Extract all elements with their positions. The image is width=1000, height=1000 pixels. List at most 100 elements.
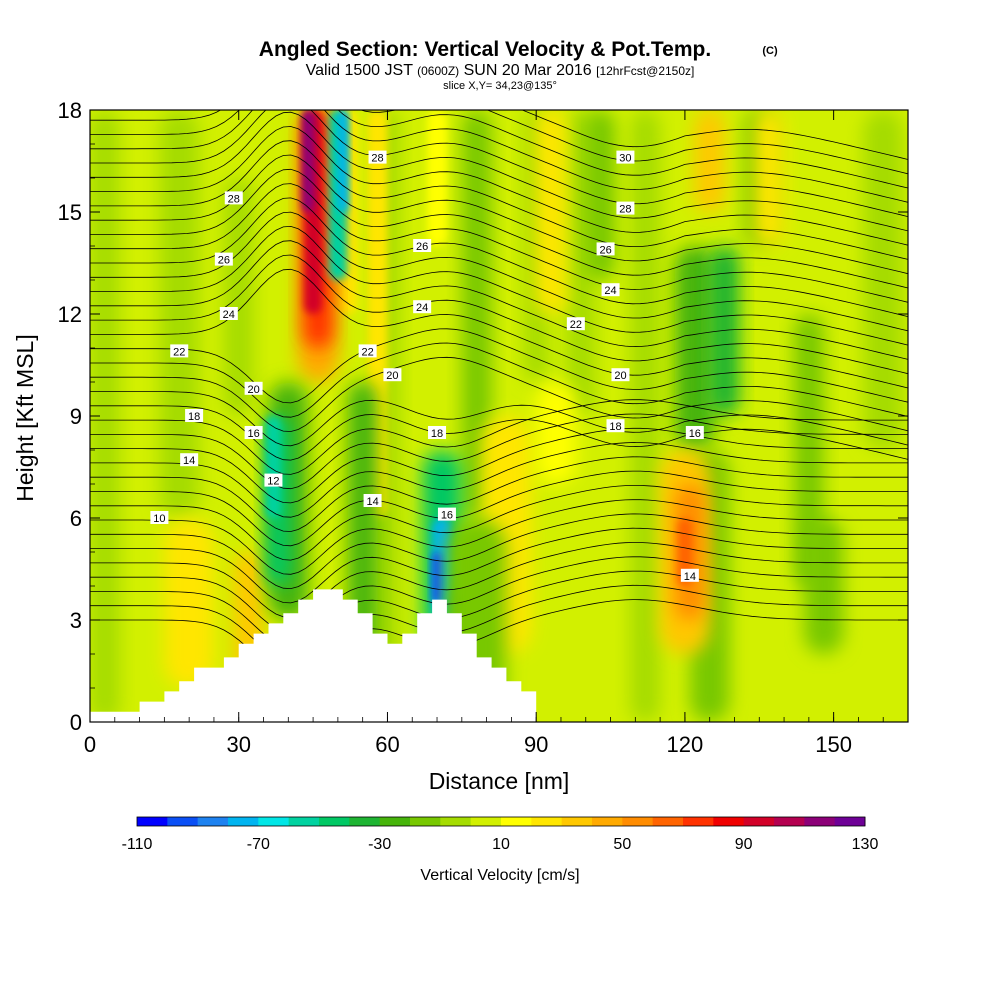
theta-contour bbox=[90, 328, 908, 404]
colorbar-swatch bbox=[652, 817, 684, 826]
theta-label: 22 bbox=[566, 317, 585, 331]
theta-contour bbox=[90, 111, 908, 232]
theta-contour bbox=[90, 570, 908, 647]
theta-label: 24 bbox=[413, 300, 432, 314]
colorbar-frame bbox=[136, 816, 866, 827]
theta-labels: 10 12 14 14 14 16 16 16 18 18 18 20 20 20 22 22 22 24 24 24… bbox=[150, 150, 704, 583]
theta-label: 22 bbox=[170, 344, 189, 358]
colorbar-tick-label: -110 bbox=[122, 836, 153, 853]
subtitle-fcst: [12hrFcst@2150z] bbox=[596, 64, 694, 78]
velocity-cell bbox=[536, 382, 576, 484]
colorbar-swatch bbox=[288, 817, 320, 826]
colorbar-swatch bbox=[622, 817, 654, 826]
velocity-cell bbox=[265, 416, 281, 518]
theta-label-bg bbox=[685, 426, 704, 439]
theta-label-text: 18 bbox=[188, 411, 200, 423]
theta-label: 10 bbox=[150, 511, 169, 525]
colorbar-swatch bbox=[531, 817, 563, 826]
theta-label: 30 bbox=[616, 150, 635, 165]
theta-label-text: 14 bbox=[684, 571, 696, 583]
theta-contour bbox=[90, 391, 908, 447]
colorbar-tick-label: -30 bbox=[368, 836, 391, 853]
colorbar-swatch bbox=[410, 817, 441, 826]
y-tick-label: 6 bbox=[70, 506, 82, 531]
theta-label: 26 bbox=[214, 252, 233, 267]
colorbar-swatch bbox=[349, 817, 381, 826]
theta-label-text: 20 bbox=[386, 370, 398, 382]
theta-contour bbox=[90, 405, 908, 461]
theta-label: 16 bbox=[685, 426, 704, 440]
theta-label: 14 bbox=[180, 453, 199, 467]
velocity-cell bbox=[803, 518, 844, 654]
theta-contour bbox=[90, 154, 908, 275]
theta-label-bg bbox=[680, 568, 699, 582]
theta-contour bbox=[90, 110, 908, 189]
colorbar-swatch bbox=[258, 817, 290, 826]
theta-label-bg bbox=[224, 191, 243, 205]
theta-label: 18 bbox=[185, 409, 204, 423]
title-mark: (C) bbox=[762, 45, 778, 57]
theta-contour bbox=[90, 268, 908, 389]
theta-contour bbox=[90, 485, 908, 561]
theta-contour bbox=[90, 356, 908, 432]
colorbar-swatch bbox=[834, 817, 866, 826]
colorbar-swatch bbox=[470, 817, 502, 826]
theta-label-bg bbox=[219, 307, 238, 320]
theta-contour bbox=[90, 168, 908, 289]
velocity-cell bbox=[863, 110, 904, 450]
velocity-cell bbox=[536, 110, 566, 314]
theta-label: 16 bbox=[437, 507, 456, 522]
subtitle-zulu: (0600Z) bbox=[417, 64, 459, 78]
theta-contour bbox=[90, 110, 908, 203]
colorbar: -110 -70 -30 10 50 90 130 bbox=[122, 816, 878, 853]
theta-label: 28 bbox=[224, 191, 243, 205]
theta-label: 28 bbox=[368, 150, 387, 165]
theta-contour bbox=[90, 413, 908, 490]
velocity-cell bbox=[630, 110, 661, 722]
velocity-cell bbox=[674, 246, 715, 450]
theta-contour bbox=[90, 599, 908, 675]
theta-label-text: 12 bbox=[267, 476, 279, 488]
colorbar-swatch bbox=[774, 817, 805, 826]
theta-label-text: 18 bbox=[609, 421, 621, 433]
theta-label: 24 bbox=[219, 307, 238, 321]
theta-label: 14 bbox=[680, 568, 699, 583]
theta-label-bg bbox=[264, 473, 283, 487]
colorbar-swatch bbox=[228, 817, 259, 826]
colorbar-tick-label: 10 bbox=[492, 836, 510, 853]
theta-label-text: 16 bbox=[441, 510, 453, 522]
theta-contours bbox=[90, 110, 908, 675]
theta-contour bbox=[90, 254, 908, 375]
theta-label: 12 bbox=[264, 473, 283, 488]
y-tick-label: 18 bbox=[58, 98, 82, 123]
x-tick-label: 30 bbox=[226, 732, 250, 757]
chart-subtitle: Valid 1500 JST (0600Z) SUN 20 Mar 2016 [… bbox=[306, 62, 695, 79]
theta-label-bg bbox=[185, 409, 204, 422]
theta-label-text: 24 bbox=[416, 302, 428, 314]
theta-contour bbox=[521, 110, 908, 160]
theta-label-bg bbox=[368, 150, 387, 164]
theta-label-text: 22 bbox=[570, 319, 582, 331]
theta-label-bg bbox=[596, 242, 615, 256]
theta-contour bbox=[90, 427, 908, 504]
theta-contour bbox=[90, 110, 908, 175]
y-tick-label: 0 bbox=[70, 710, 82, 735]
theta-label-bg bbox=[566, 317, 585, 331]
theta-label-text: 22 bbox=[173, 346, 185, 358]
y-tick-label: 3 bbox=[70, 608, 82, 633]
colorbar-tick-label: 50 bbox=[613, 836, 631, 853]
theta-label-text: 26 bbox=[416, 241, 428, 253]
theta-label-text: 28 bbox=[371, 153, 383, 165]
colorbar-swatch bbox=[713, 817, 745, 826]
theta-label-text: 30 bbox=[619, 153, 631, 165]
colorbar-swatch bbox=[683, 817, 714, 826]
theta-contour bbox=[90, 342, 908, 418]
theta-label: 18 bbox=[428, 426, 447, 440]
colorbar-swatch bbox=[440, 817, 472, 826]
theta-label-bg bbox=[611, 368, 630, 382]
theta-label-bg bbox=[606, 419, 625, 433]
x-tick-label: 60 bbox=[375, 732, 399, 757]
theta-label: 26 bbox=[596, 242, 615, 256]
theta-label-bg bbox=[363, 494, 382, 507]
